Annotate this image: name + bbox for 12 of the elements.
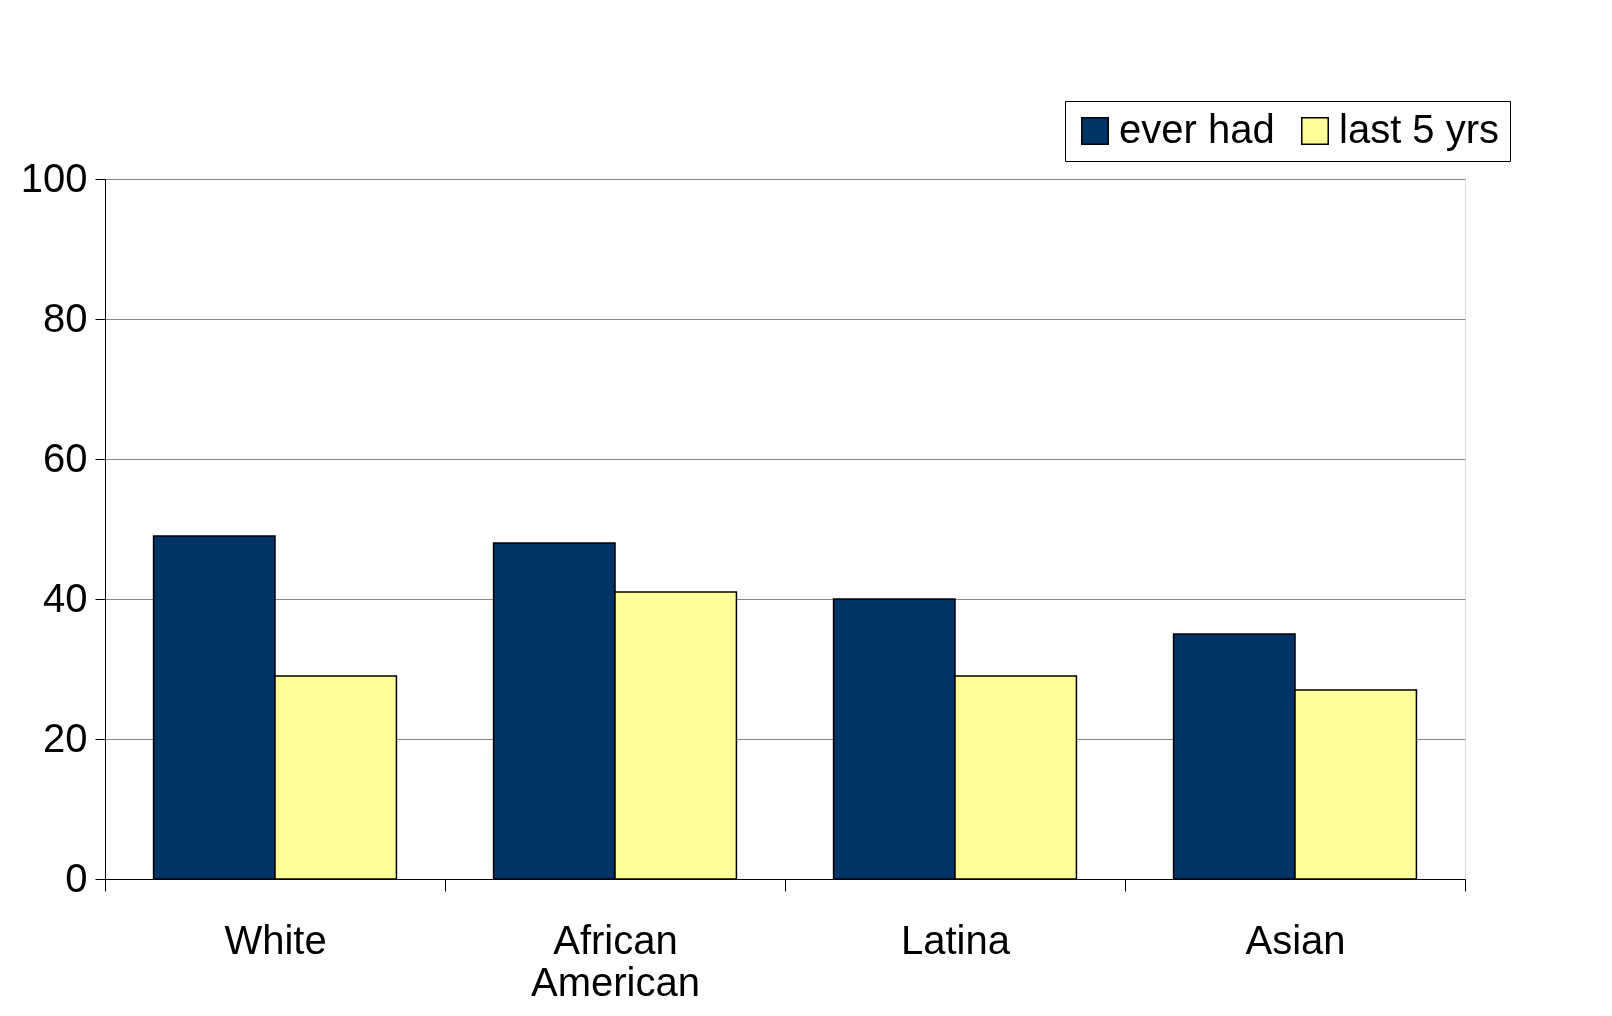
x-tick-label: White	[224, 917, 327, 962]
y-tick-label: 0	[65, 855, 88, 900]
x-tick-label: Latina	[901, 917, 1011, 962]
y-tick-label: 60	[43, 435, 88, 480]
y-tick-label: 20	[43, 715, 88, 760]
x-tick-label: Asian	[1245, 917, 1346, 962]
y-tick-label: 40	[43, 575, 88, 620]
x-tick-label: African American	[531, 917, 700, 1004]
y-tick-label: 80	[43, 295, 88, 340]
y-tick-label: 100	[20, 155, 88, 200]
legend-label: last 5 yrs	[1339, 107, 1500, 151]
legend-label: ever had	[1119, 107, 1275, 151]
